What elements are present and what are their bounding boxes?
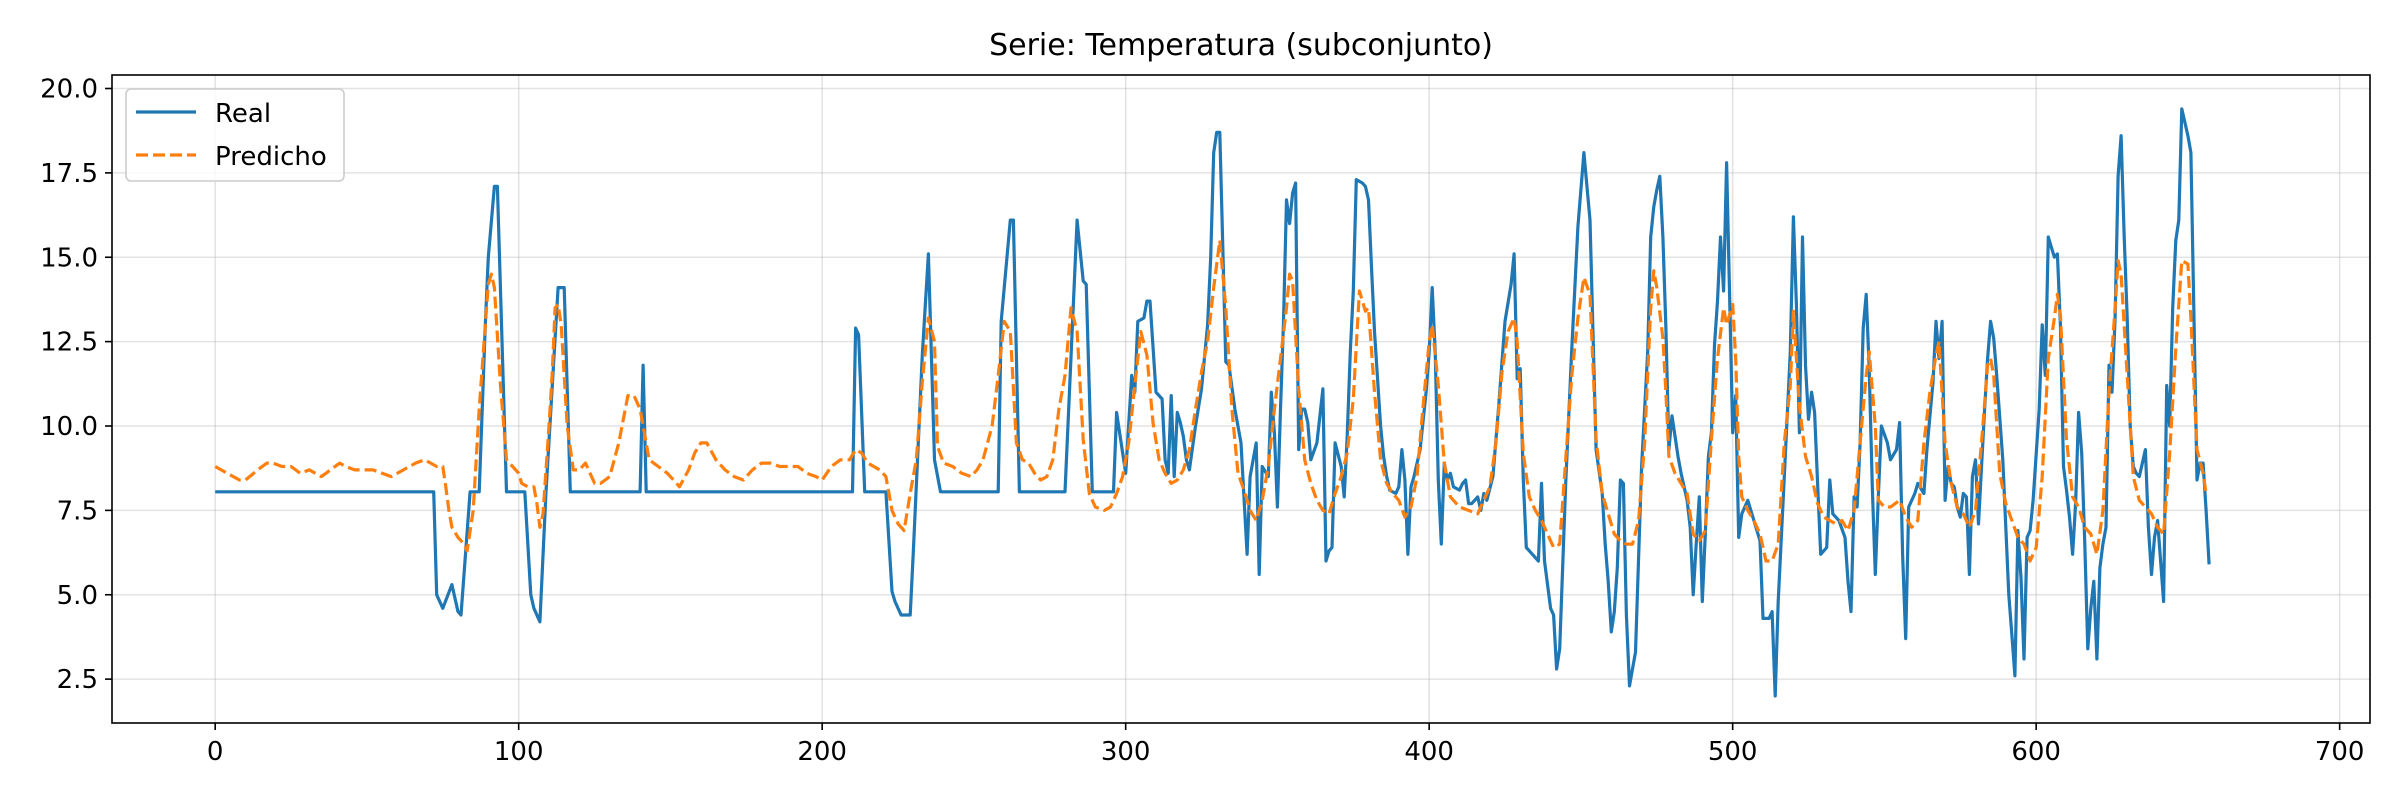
x-tick-label: 200	[797, 737, 847, 767]
grid	[112, 75, 2370, 723]
y-tick-label: 10.0	[40, 412, 98, 442]
plot-frame	[111, 74, 2371, 724]
axis-ticks: 0 100 200 300 400 500 600 700 2.5 5.0 7.5 10.0 12.5 1…	[40, 75, 2364, 768]
y-tick-label: 15.0	[40, 243, 98, 273]
y-tick-label: 12.5	[40, 328, 98, 358]
x-tick-label: 600	[2011, 737, 2061, 767]
y-tick-label: 20.0	[40, 75, 98, 105]
y-tick-label: 7.5	[57, 496, 98, 526]
x-tick-label: 500	[1708, 737, 1758, 767]
y-tick-label: 5.0	[57, 581, 98, 611]
series-line-predicho	[214, 238, 2208, 563]
x-tick-label: 0	[207, 737, 224, 767]
x-tick-label: 100	[494, 737, 544, 767]
y-tick-label: 17.5	[40, 159, 98, 189]
series-line-real	[215, 107, 2211, 698]
legend-label-predicho: Predicho	[215, 142, 327, 172]
chart-title: Serie: Temperatura (subconjunto)	[989, 28, 1493, 63]
y-tick-label: 2.5	[57, 665, 98, 695]
x-tick-label: 400	[1404, 737, 1454, 767]
x-tick-label: 700	[2315, 737, 2365, 767]
legend: Real Predicho	[125, 88, 345, 182]
legend-label-real: Real	[215, 99, 271, 129]
series-lines	[214, 107, 2211, 698]
x-tick-label: 300	[1101, 737, 1151, 767]
